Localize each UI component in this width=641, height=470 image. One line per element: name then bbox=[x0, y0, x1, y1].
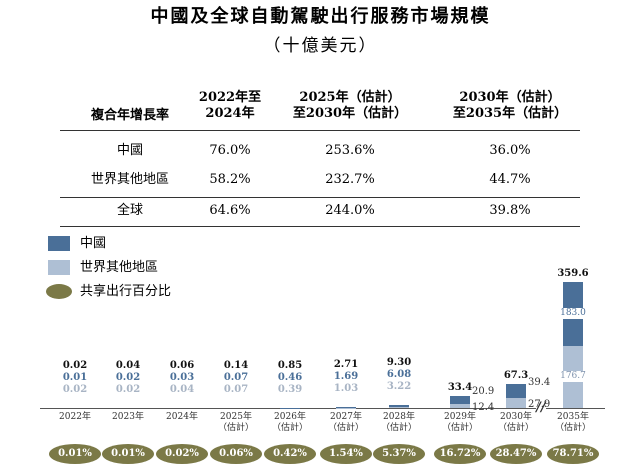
table-cell: 76.0% bbox=[209, 143, 251, 158]
value-label: 1.69 bbox=[333, 371, 359, 383]
bar bbox=[506, 384, 526, 399]
value-label: 0.07 bbox=[223, 383, 249, 395]
value-label: 20.9 bbox=[472, 385, 495, 397]
bar bbox=[450, 403, 470, 408]
table-cell: 中國 bbox=[116, 143, 143, 158]
value-label: 2.71 bbox=[333, 359, 359, 371]
x-tick-label: 2027年 （估計） bbox=[327, 412, 364, 433]
value-label: 0.02 bbox=[115, 371, 141, 383]
share-label: 0.01% bbox=[58, 448, 92, 459]
share-marker bbox=[49, 444, 101, 464]
share-marker bbox=[320, 444, 372, 464]
bar bbox=[450, 396, 470, 404]
value-label: 67.3 bbox=[503, 370, 529, 382]
share-label: 1.54% bbox=[329, 448, 363, 459]
share-label: 16.72% bbox=[439, 448, 481, 459]
bar bbox=[336, 407, 356, 408]
value-label: 3.22 bbox=[386, 380, 412, 392]
share-label: 78.71% bbox=[552, 448, 594, 459]
value-label: 33.4 bbox=[447, 382, 473, 394]
table-header: 2022年至 2024年 bbox=[198, 90, 262, 121]
share-label: 0.42% bbox=[273, 448, 307, 459]
table-cell: 244.0% bbox=[325, 203, 375, 218]
x-tick-label: 2026年 （估計） bbox=[271, 412, 308, 433]
value-label: 0.01 bbox=[62, 371, 88, 383]
value-label: 0.85 bbox=[277, 359, 303, 371]
x-tick-label: 2025年 （估計） bbox=[217, 412, 254, 433]
x-tick-label: 2028年 （估計） bbox=[380, 412, 417, 433]
value-label: 0.14 bbox=[223, 359, 249, 371]
share-marker bbox=[264, 444, 316, 464]
subtitle: （十億美元） bbox=[263, 36, 378, 56]
share-label: 0.02% bbox=[165, 448, 199, 459]
table-cell: 全球 bbox=[116, 203, 143, 218]
share-marker bbox=[210, 444, 262, 464]
share-marker bbox=[547, 444, 599, 464]
title: 中國及全球自動駕駛出行服務市場規模 bbox=[150, 6, 491, 27]
table-cell: 44.7% bbox=[489, 172, 531, 187]
value-label: 6.08 bbox=[386, 368, 412, 380]
x-axis bbox=[40, 408, 605, 409]
table-cell: 64.6% bbox=[209, 203, 251, 218]
value-label: 27.9 bbox=[528, 399, 551, 411]
axis-break: // bbox=[536, 400, 546, 416]
bar bbox=[389, 404, 409, 407]
x-tick-label: 2023年 bbox=[112, 412, 144, 422]
rule bbox=[60, 226, 580, 227]
value-label: 359.6 bbox=[557, 268, 589, 279]
x-tick-label: 2022年 bbox=[59, 412, 91, 422]
table-cell: 世界其他地區 bbox=[90, 172, 169, 187]
value-label: 39.4 bbox=[528, 377, 551, 389]
value-label: 1.03 bbox=[333, 383, 359, 395]
rule bbox=[60, 130, 580, 131]
value-label: 0.06 bbox=[169, 359, 195, 371]
share-label: 5.37% bbox=[382, 448, 416, 459]
bar bbox=[506, 398, 526, 408]
value-label: 0.46 bbox=[277, 371, 303, 383]
share-marker bbox=[490, 444, 542, 464]
legend-label: 共享出行百分比 bbox=[80, 284, 172, 299]
share-label: 0.01% bbox=[111, 448, 145, 459]
table-cell: 253.6% bbox=[325, 143, 375, 158]
rule bbox=[60, 197, 580, 198]
x-tick-label: 2030年 （估計） bbox=[497, 412, 534, 433]
value-label: 183.0 bbox=[559, 308, 587, 319]
value-label: 9.30 bbox=[386, 356, 412, 368]
share-marker bbox=[373, 444, 425, 464]
legend-label: 中國 bbox=[80, 236, 107, 251]
value-label: 0.39 bbox=[277, 383, 303, 395]
value-label: 176.7 bbox=[559, 371, 587, 382]
x-tick-label: 2029年 （估計） bbox=[441, 412, 478, 433]
table-cell: 232.7% bbox=[325, 172, 375, 187]
value-label: 0.02 bbox=[62, 359, 88, 371]
value-label: 0.04 bbox=[169, 383, 195, 395]
value-label: 0.02 bbox=[62, 383, 88, 395]
table-header: 複合年增長率 bbox=[90, 108, 169, 123]
value-label: 0.07 bbox=[223, 371, 249, 383]
value-label: 12.4 bbox=[472, 401, 495, 413]
table-cell: 36.0% bbox=[489, 143, 531, 158]
share-label: 0.06% bbox=[219, 448, 253, 459]
legend-swatch bbox=[48, 236, 70, 251]
table-header: 2030年（估計） 至2035年（估計） bbox=[452, 90, 568, 121]
share-marker bbox=[102, 444, 154, 464]
x-tick-label: 2035年 （估計） bbox=[554, 412, 591, 433]
share-marker bbox=[156, 444, 208, 464]
value-label: 0.04 bbox=[115, 359, 141, 371]
table-cell: 58.2% bbox=[209, 172, 251, 187]
legend-swatch bbox=[46, 284, 72, 299]
legend-label: 世界其他地區 bbox=[80, 260, 159, 275]
x-tick-label: 2024年 bbox=[166, 412, 198, 422]
table-header: 2025年（估計） 至2030年（估計） bbox=[292, 90, 408, 121]
value-label: 0.03 bbox=[169, 371, 195, 383]
bar bbox=[389, 406, 409, 408]
share-marker bbox=[434, 444, 486, 464]
legend-swatch bbox=[48, 260, 70, 275]
table-cell: 39.8% bbox=[489, 203, 531, 218]
value-label: 0.02 bbox=[115, 383, 141, 395]
share-label: 28.47% bbox=[495, 448, 537, 459]
